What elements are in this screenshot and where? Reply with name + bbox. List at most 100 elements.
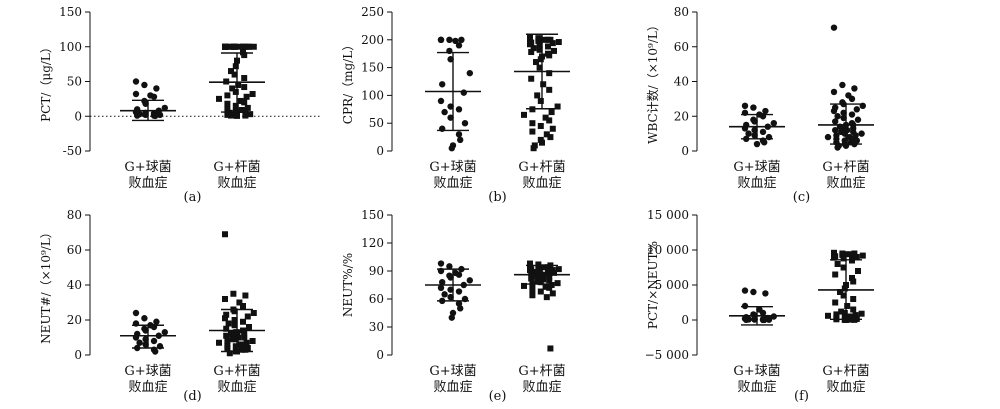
data-point-circle	[751, 132, 758, 139]
y-axis-title: CPR/（mg/L）	[341, 39, 355, 124]
data-point-square	[528, 49, 535, 56]
data-point-square	[541, 264, 548, 271]
data-point-circle	[759, 128, 767, 136]
data-point-circle	[761, 316, 768, 324]
data-point-circle	[156, 111, 164, 119]
category-label-line2: 败血症	[826, 176, 865, 191]
data-point-square	[521, 111, 527, 118]
data-point-circle	[765, 316, 773, 323]
category-label-line2: 败血症	[128, 380, 167, 395]
y-tick-label: 90	[369, 264, 384, 278]
data-point-circle	[447, 103, 454, 110]
data-point-square	[231, 308, 238, 315]
data-point-circle	[142, 341, 149, 348]
y-axis-title: NEUT#/（×10⁹/L）	[39, 226, 53, 344]
data-point-circle	[853, 106, 860, 113]
data-point-square	[540, 81, 547, 88]
data-point-circle	[457, 136, 464, 144]
y-tick-label: 10 000	[647, 243, 689, 257]
data-point-square	[841, 310, 848, 316]
data-point-square	[845, 251, 852, 258]
panel-label: (d)	[183, 389, 201, 404]
data-point-square	[232, 63, 239, 70]
data-point-square	[832, 271, 839, 278]
category-label-line1: G+杆菌	[213, 364, 260, 379]
y-tick-label: 20	[674, 109, 689, 123]
y-tick-label: 150	[361, 208, 384, 222]
data-point-square	[247, 111, 254, 118]
data-point-circle	[751, 126, 758, 134]
data-point-circle	[152, 348, 159, 355]
data-point-square	[222, 231, 228, 238]
chart-panel-2: 050100150200250CPR/（mg/L）G+球菌败血症G+杆菌败血症(…	[341, 5, 570, 205]
data-point-square	[231, 317, 238, 323]
data-point-circle	[830, 88, 838, 96]
data-point-circle	[134, 112, 141, 119]
data-point-circle	[441, 108, 448, 116]
data-point-square	[246, 43, 252, 50]
y-axis-title: PCT/（μg/L）	[39, 41, 53, 122]
data-point-square	[547, 134, 554, 141]
data-point-circle	[142, 111, 149, 119]
data-point-square	[537, 279, 544, 286]
panel-label: (f)	[794, 389, 809, 404]
data-point-square	[850, 296, 857, 302]
data-point-square	[534, 278, 541, 285]
data-point-circle	[437, 260, 445, 267]
data-point-square	[530, 145, 537, 152]
y-axis-title: NEUT%/%	[341, 253, 355, 317]
data-point-square	[831, 254, 837, 261]
data-point-square	[546, 86, 553, 93]
data-point-square	[223, 332, 230, 339]
data-point-square	[216, 95, 222, 102]
data-point-square	[528, 275, 535, 282]
data-point-square	[232, 102, 239, 109]
data-point-circle	[132, 78, 140, 85]
data-point-square	[238, 346, 245, 353]
category-label-line1: G+杆菌	[822, 160, 869, 175]
data-point-square	[554, 280, 561, 287]
data-point-square	[855, 268, 861, 274]
data-point-square	[551, 47, 557, 54]
category-label-line1: G+球菌	[733, 364, 780, 379]
data-point-square	[536, 273, 543, 280]
data-point-circle	[830, 107, 838, 115]
data-point-square	[238, 106, 245, 113]
panel-label: (a)	[184, 190, 202, 205]
y-tick-label: 30	[369, 320, 384, 334]
y-tick-label: 5 000	[655, 278, 689, 292]
data-point-circle	[150, 93, 158, 100]
data-point-square	[249, 91, 256, 98]
category-label-line2: 败血症	[522, 176, 561, 191]
data-point-circle	[446, 36, 453, 43]
data-point-circle	[830, 24, 838, 31]
data-point-square	[549, 40, 556, 47]
data-point-square	[521, 282, 527, 289]
category-label-line1: G+球菌	[429, 160, 476, 175]
data-point-circle	[762, 290, 769, 297]
data-point-square	[240, 43, 246, 50]
data-point-square	[240, 318, 246, 325]
data-point-circle	[751, 118, 758, 125]
data-point-circle	[466, 69, 473, 77]
y-tick-label: 15 000	[647, 208, 689, 222]
data-point-square	[541, 36, 548, 43]
data-point-circle	[839, 81, 846, 89]
panel-label: (b)	[488, 190, 506, 205]
data-point-square	[224, 92, 231, 99]
data-point-square	[232, 88, 239, 95]
data-point-circle	[152, 112, 159, 120]
data-point-circle	[437, 97, 445, 105]
data-point-square	[536, 46, 543, 53]
data-point-square	[224, 338, 231, 344]
data-point-square	[224, 106, 231, 113]
data-point-circle	[455, 106, 463, 113]
data-point-square	[825, 312, 831, 319]
data-point-square	[858, 310, 865, 317]
data-point-circle	[848, 111, 856, 118]
data-point-circle	[750, 288, 757, 296]
data-point-square	[850, 278, 857, 285]
data-point-square	[841, 285, 848, 292]
data-point-square	[547, 345, 554, 352]
